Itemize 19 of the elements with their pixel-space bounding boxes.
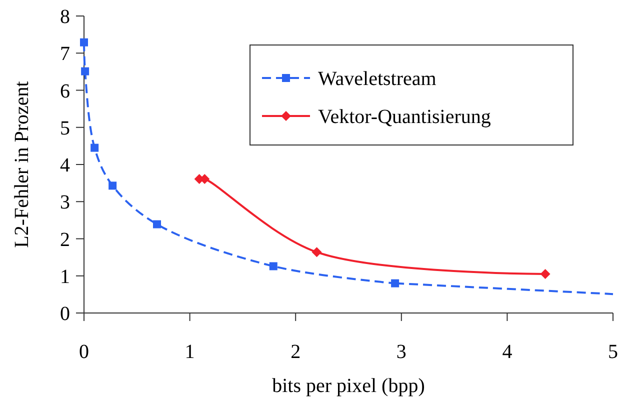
x-tick-label: 5 bbox=[608, 341, 618, 363]
x-tick-label: 2 bbox=[290, 341, 301, 363]
y-tick-label: 7 bbox=[60, 43, 70, 66]
y-tick-label: 2 bbox=[60, 228, 70, 251]
x-axis-title: bits per pixel (bpp) bbox=[272, 375, 425, 397]
x-tick-label: 1 bbox=[184, 341, 195, 363]
legend-label: Waveletstream bbox=[318, 68, 437, 90]
y-tick-label: 8 bbox=[60, 6, 70, 28]
legend-label: Vektor-Quantisierung bbox=[318, 106, 491, 128]
x-tick-label: 4 bbox=[502, 341, 512, 363]
y-tick-label: 1 bbox=[60, 266, 70, 288]
y-tick-label: 0 bbox=[60, 303, 70, 325]
x-tick-label: 0 bbox=[79, 341, 89, 363]
y-tick-label: 5 bbox=[60, 117, 70, 140]
y-axis-title: L2-Fehler in Prozent bbox=[11, 80, 33, 248]
y-tick-label: 3 bbox=[60, 192, 70, 214]
y-tick-label: 4 bbox=[60, 154, 70, 176]
x-tick-label: 3 bbox=[396, 341, 406, 363]
y-tick-label: 6 bbox=[60, 80, 70, 102]
